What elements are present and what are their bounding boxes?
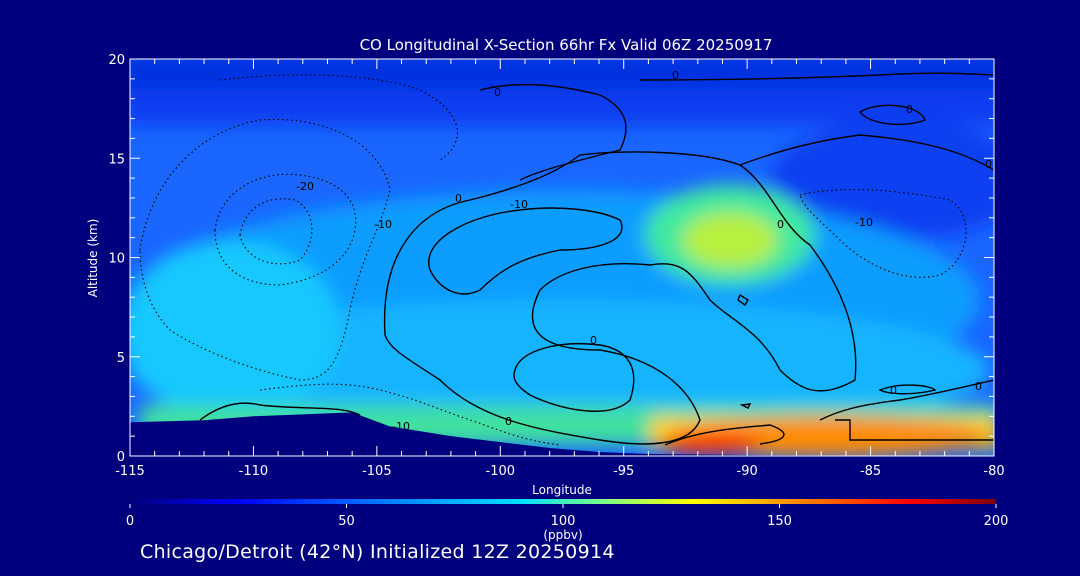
contour-neg10-right <box>799 188 967 278</box>
colorbar-tick-label: 100 <box>551 514 576 529</box>
contour-0-dot2 <box>739 403 752 409</box>
contour-label: 0 <box>505 415 512 428</box>
field-surface-red <box>660 434 760 454</box>
y-tick-label: 0 <box>117 450 125 465</box>
colorbar-tick-label: 150 <box>767 514 792 529</box>
contours-dotted <box>139 74 967 446</box>
field-yellow-core <box>682 212 778 268</box>
terrain-mask <box>130 412 994 456</box>
contour-neg20 <box>214 173 357 286</box>
y-tick-label: 15 <box>108 152 125 167</box>
colorbar-ticks: 0 50 100 150 200 <box>126 504 1009 529</box>
contour-neg10-left <box>139 118 391 381</box>
contour-0-upperright <box>639 72 994 81</box>
contour-0-right <box>739 134 994 171</box>
contour-0-surface-box <box>664 424 785 446</box>
contours-solid <box>199 72 994 446</box>
contour-neg10-upper <box>219 74 458 161</box>
contour-0-surface <box>819 379 994 421</box>
contour-label: 0 <box>890 384 897 397</box>
contour-0-dot <box>737 293 749 307</box>
chart-title: CO Longitudinal X-Section 66hr Fx Valid … <box>360 36 773 54</box>
field-top-band <box>130 59 994 90</box>
y-axis: 0 5 10 15 20 <box>108 53 994 465</box>
field-upper-right-blue <box>770 120 994 240</box>
contour-0-top <box>479 83 627 181</box>
contour-label: 0 <box>455 192 462 205</box>
plot-area: 0 0 0 0 0 0 0 0 0 0 -10 -10 -10 -10 -20 <box>130 59 994 456</box>
colorbar-tick-label: 0 <box>126 514 134 529</box>
colorbar-tick-label: 50 <box>338 514 355 529</box>
x-tick-label: -110 <box>239 464 269 479</box>
x-axis-label: Longitude <box>532 483 592 497</box>
x-tick-label: -80 <box>983 464 1004 479</box>
contour-0-box <box>835 419 994 441</box>
y-tick-label: 10 <box>108 252 125 267</box>
contour-0-inner <box>428 207 623 295</box>
contour-neg30 <box>239 198 313 265</box>
x-tick-label: -90 <box>737 464 758 479</box>
contour-label: 0 <box>672 69 679 82</box>
x-tick-label: -105 <box>362 464 392 479</box>
contour-label: -10 <box>855 216 873 229</box>
x-tick-label: -115 <box>115 464 145 479</box>
colorbar-units: (ppbv) <box>543 528 582 542</box>
contour-label: 0 <box>777 218 784 231</box>
contour-neg10-lower <box>259 383 561 446</box>
field-left-cyan <box>130 240 340 420</box>
x-axis: -115 -110 -105 -100 -95 -90 -85 -80 <box>115 59 1005 479</box>
contour-label: 0 <box>590 334 597 347</box>
y-axis-label: Altitude (km) <box>86 219 100 298</box>
contour-0-low <box>513 343 635 412</box>
caption: Chicago/Detroit (42°N) Initialized 12Z 2… <box>140 541 615 563</box>
y-tick-label: 5 <box>117 351 125 366</box>
contour-0-outer <box>383 151 857 445</box>
x-tick-label: -100 <box>486 464 516 479</box>
x-tick-label: -85 <box>860 464 881 479</box>
contour-label: 0 <box>985 158 992 171</box>
contour-label: 0 <box>494 86 501 99</box>
colorbar-tick-label: 200 <box>984 514 1009 529</box>
colorbar <box>130 499 996 504</box>
contour-label: -10 <box>510 198 528 211</box>
contour-0-left-surface <box>199 402 361 421</box>
contour-label: -10 <box>374 218 392 231</box>
x-tick-label: -95 <box>613 464 634 479</box>
contour-0-ring <box>858 104 926 126</box>
contour-label: 0 <box>975 380 982 393</box>
contour-0-small <box>878 384 937 395</box>
contour-label: 0 <box>906 103 913 116</box>
contour-label: -20 <box>296 180 314 193</box>
y-tick-label: 20 <box>108 53 125 68</box>
